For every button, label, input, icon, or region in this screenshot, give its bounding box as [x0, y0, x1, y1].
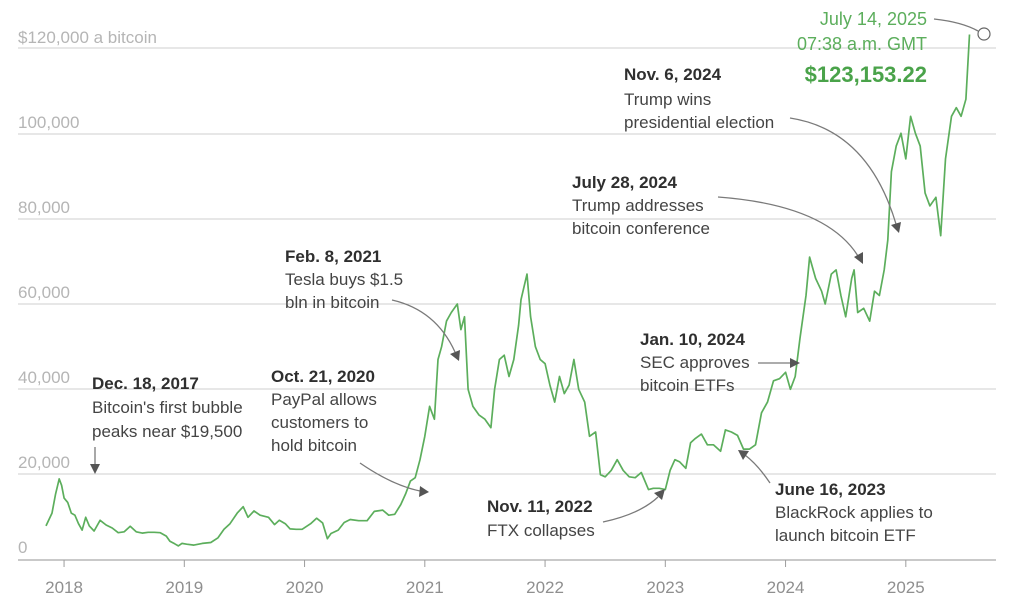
annotation-date: Feb. 8, 2021	[285, 247, 381, 266]
annotation-date: Nov. 11, 2022	[487, 497, 593, 516]
peak-time: 07:38 a.m. GMT	[797, 34, 927, 54]
annotation-nov-2024: Nov. 6, 2024 Trump wins presidential ele…	[624, 65, 901, 233]
annotation-text-line: Trump addresses	[572, 196, 704, 215]
annotation-arrow	[789, 117, 897, 225]
y-tick-label-0: 0	[18, 538, 27, 557]
x-tick-label-2025: 2025	[887, 578, 925, 597]
annotation-arrow	[744, 454, 771, 484]
x-tick-label-2024: 2024	[767, 578, 805, 597]
arrowhead-icon	[90, 464, 100, 474]
arrowhead-icon	[790, 358, 800, 368]
x-tick-label-2021: 2021	[406, 578, 444, 597]
annotation-text-line: bitcoin ETFs	[640, 376, 734, 395]
peak-date: July 14, 2025	[820, 9, 927, 29]
annotation-text-line: PayPal allows	[271, 390, 377, 409]
annotation-arrow	[717, 196, 859, 257]
annotation-arrow	[391, 299, 456, 353]
y-tick-label-40000: 40,000	[18, 368, 70, 387]
y-tick-labels: $120,000 a bitcoin 100,000 80,000 60,000…	[18, 28, 157, 557]
annotation-text-line: SEC approves	[640, 353, 750, 372]
annotation-date: Dec. 18, 2017	[92, 374, 199, 393]
x-tick-label-2019: 2019	[165, 578, 203, 597]
y-tick-label-60000: 60,000	[18, 283, 70, 302]
annotation-jul-2024: July 28, 2024 Trump addresses bitcoin co…	[572, 173, 863, 264]
annotation-text-line: bitcoin conference	[572, 219, 710, 238]
y-tick-label-100000: 100,000	[18, 113, 79, 132]
arrowhead-icon	[654, 489, 665, 500]
arrowhead-icon	[891, 222, 901, 233]
x-tick-label-2022: 2022	[526, 578, 564, 597]
annotation-text-line: bln in bitcoin	[285, 293, 380, 312]
x-tick-label-2018: 2018	[45, 578, 83, 597]
annotation-date: Jan. 10, 2024	[640, 330, 745, 349]
arrowhead-icon	[854, 252, 863, 264]
annotation-text-line: peaks near $19,500	[92, 422, 242, 441]
annotation-date: July 28, 2024	[572, 173, 677, 192]
y-tick-label-20000: 20,000	[18, 453, 70, 472]
arrowhead-icon	[419, 486, 429, 497]
annotation-text-line: Trump wins	[624, 90, 711, 109]
annotation-date: June 16, 2023	[775, 480, 886, 499]
annotation-nov-2022: Nov. 11, 2022 FTX collapses	[487, 489, 665, 540]
bitcoin-price-line	[45, 34, 971, 547]
y-gridlines	[18, 47, 996, 561]
annotation-date: Nov. 6, 2024	[624, 65, 722, 84]
x-tick-label-2020: 2020	[286, 578, 324, 597]
peak-marker-circle	[977, 27, 991, 41]
peak-leader-line	[933, 18, 979, 32]
annotation-arrow	[359, 462, 421, 492]
annotation-text-line: presidential election	[624, 113, 774, 132]
annotation-text-line: launch bitcoin ETF	[775, 526, 916, 545]
y-tick-label-120000: $120,000 a bitcoin	[18, 28, 157, 47]
peak-callout: July 14, 2025 07:38 a.m. GMT $123,153.22	[797, 9, 991, 87]
annotation-jun-2023: June 16, 2023 BlackRock applies to launc…	[738, 450, 933, 545]
annotation-text-line: Tesla buys $1.5	[285, 270, 403, 289]
x-axis: 2018 2019 2020 2021 2022 2023 2024 2025	[45, 560, 925, 597]
annotation-dec-2017: Dec. 18, 2017 Bitcoin's first bubble pea…	[90, 374, 243, 474]
annotation-arrow	[602, 496, 659, 523]
annotation-oct-2020: Oct. 21, 2020 PayPal allows customers to…	[271, 367, 429, 497]
y-tick-label-80000: 80,000	[18, 198, 70, 217]
annotation-date: Oct. 21, 2020	[271, 367, 375, 386]
annotation-feb-2021: Feb. 8, 2021 Tesla buys $1.5 bln in bitc…	[285, 247, 460, 361]
annotation-jan-2024: Jan. 10, 2024 SEC approves bitcoin ETFs	[640, 330, 800, 395]
arrowhead-icon	[738, 450, 749, 460]
annotation-text-line: FTX collapses	[487, 521, 595, 540]
x-tick-label-2023: 2023	[646, 578, 684, 597]
arrowhead-icon	[450, 350, 460, 361]
peak-value: $123,153.22	[805, 62, 927, 87]
annotation-text-line: Bitcoin's first bubble	[92, 398, 243, 417]
annotation-text-line: BlackRock applies to	[775, 503, 933, 522]
annotation-text-line: customers to	[271, 413, 368, 432]
annotation-text-line: hold bitcoin	[271, 436, 357, 455]
